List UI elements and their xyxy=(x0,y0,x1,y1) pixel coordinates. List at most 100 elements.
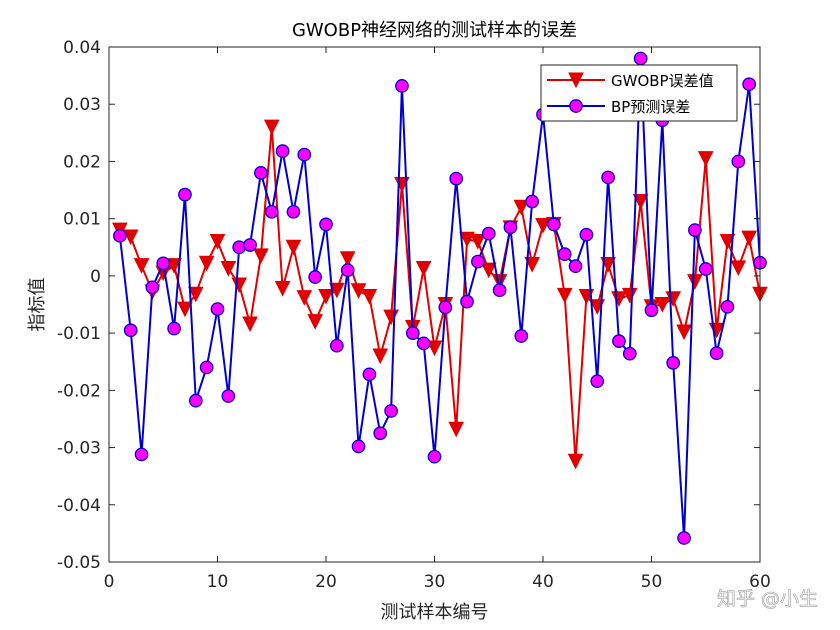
series-2-point xyxy=(666,356,681,370)
series-2-point xyxy=(688,223,702,237)
series-2-point xyxy=(742,77,757,92)
series-2-point xyxy=(395,79,409,93)
y-axis-title: 指标值 xyxy=(27,278,48,332)
series-1-point xyxy=(274,280,291,297)
series-2-point xyxy=(221,389,236,403)
series-2-point xyxy=(709,346,724,360)
series-1-point xyxy=(448,421,465,438)
series-1-point xyxy=(611,291,627,307)
series-2-point xyxy=(156,256,171,271)
series-2-point xyxy=(633,51,648,66)
legend: GWOBP误差值 BP预测误差 xyxy=(540,64,738,122)
series-1-point xyxy=(383,309,399,326)
series-2-point xyxy=(449,171,464,186)
series-2-point xyxy=(557,247,572,261)
series-2-point xyxy=(579,227,594,242)
series-1-point xyxy=(177,301,193,318)
x-axis-title: 测试样本编号 xyxy=(381,602,489,623)
series-1-point xyxy=(220,260,237,277)
legend-label: BP预测误差 xyxy=(611,98,690,116)
series-1-point xyxy=(535,218,551,234)
series-2-point xyxy=(373,426,388,441)
watermark: 知乎 @小生 xyxy=(717,588,818,610)
series-1-point xyxy=(491,274,508,290)
legend-marker xyxy=(569,99,583,113)
y-tick-label: 0.02 xyxy=(63,152,101,172)
series-2-point xyxy=(123,323,138,338)
series-1-point xyxy=(513,199,530,216)
y-tick-label: -0.02 xyxy=(57,381,101,401)
series-2-point xyxy=(329,338,344,353)
series-1-point xyxy=(263,119,280,136)
axes: 0 10 20 30 40 50 60 -0.05 -0.04 -0.03 -0.02 -0.01 0 0… xyxy=(57,38,771,592)
series-1-point xyxy=(361,288,378,305)
series-1-point xyxy=(524,256,540,273)
series-2-point xyxy=(384,404,398,418)
series-2-point xyxy=(319,217,333,232)
legend-label: GWOBP误差值 xyxy=(611,72,714,90)
series-1-point xyxy=(307,314,323,330)
series-2-point xyxy=(405,326,420,340)
x-tick-label: 20 xyxy=(315,572,337,592)
series-2-point xyxy=(275,144,290,158)
y-tick-label: -0.04 xyxy=(57,496,101,516)
y-tick-label: 0.01 xyxy=(63,210,101,230)
x-tick-label: 10 xyxy=(207,572,229,592)
series-1-point xyxy=(426,340,443,357)
series-1-point xyxy=(654,297,671,313)
series-1-point xyxy=(231,277,248,294)
series-2-point xyxy=(546,217,561,232)
series-1-point xyxy=(339,251,356,267)
series-1-point xyxy=(285,239,302,256)
series-2-point xyxy=(677,531,691,545)
series-2-point xyxy=(210,302,225,316)
y-tick-label: 0.04 xyxy=(63,38,101,58)
series-2-point xyxy=(601,170,615,185)
series-2-point xyxy=(492,283,507,298)
series-1-point xyxy=(741,230,757,247)
series-2-point xyxy=(438,300,453,315)
y-tick-label: 0 xyxy=(90,267,101,287)
series-2-point xyxy=(351,439,366,454)
y-tick-label: 0.03 xyxy=(63,95,101,115)
series-2-point xyxy=(286,204,301,219)
series-2-point xyxy=(460,294,474,309)
series-2-point xyxy=(254,166,268,180)
series-1-point xyxy=(632,194,649,210)
series-2-point xyxy=(340,263,355,278)
series-1-point xyxy=(253,248,269,264)
series-1-point xyxy=(122,229,139,246)
series-1-point xyxy=(209,234,226,250)
series-1-point xyxy=(687,274,703,290)
series-1-point xyxy=(676,324,692,341)
y-tick-label: -0.01 xyxy=(57,324,101,344)
series-1-point xyxy=(470,234,486,250)
series-1-point xyxy=(329,282,345,299)
series-1-point xyxy=(621,287,638,304)
series-2-point xyxy=(362,367,377,382)
series-1-point xyxy=(350,283,367,299)
series-1-point xyxy=(730,260,747,276)
series-2-point xyxy=(644,303,659,318)
series-1-point xyxy=(372,348,389,365)
chart-title: GWOBP神经网络的测试样本的误差 xyxy=(292,20,577,41)
y-tick-label: -0.05 xyxy=(57,553,101,573)
x-tick-label: 50 xyxy=(641,572,663,592)
y-tick-label: -0.03 xyxy=(57,439,101,459)
legend-marker xyxy=(568,72,584,89)
series-2-point xyxy=(416,336,431,351)
series-2-point xyxy=(622,346,637,361)
series-1-point xyxy=(296,290,313,306)
x-tick-label: 30 xyxy=(424,572,446,592)
series-line-2 xyxy=(118,57,761,539)
series-2-point xyxy=(199,360,214,375)
plot-area xyxy=(112,51,768,545)
series-2-point xyxy=(134,447,149,462)
series-2-point xyxy=(698,262,713,276)
series-2-point xyxy=(264,204,279,219)
x-tick-label: 40 xyxy=(532,572,554,592)
series-2-point xyxy=(188,393,203,408)
series-1-point xyxy=(133,258,150,274)
series-1-point xyxy=(187,286,204,303)
